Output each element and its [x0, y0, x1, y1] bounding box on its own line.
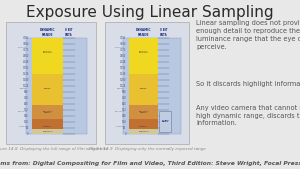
Text: Figure 14-8  Displaying the full range of film with 8 bits: Figure 14-8 Displaying the full range of… [0, 147, 108, 151]
Bar [129, 38, 158, 74]
Text: shadow: shadow [139, 126, 148, 127]
Bar [159, 111, 172, 132]
Text: 2048: 2048 [120, 60, 126, 64]
Text: 8 BIT
DATA: 8 BIT DATA [162, 120, 169, 123]
Text: 1536: 1536 [22, 72, 29, 76]
Text: 8 BIT
DATA: 8 BIT DATA [65, 28, 73, 37]
Text: 128: 128 [122, 120, 126, 124]
Text: DYNAMIC
RANGE: DYNAMIC RANGE [136, 28, 151, 37]
Text: So it discards highlight information.: So it discards highlight information. [196, 81, 300, 87]
Text: highlight: highlight [115, 111, 124, 112]
Text: 64: 64 [26, 126, 29, 130]
Text: specular: specular [18, 47, 27, 48]
Text: 640: 640 [122, 102, 126, 106]
Text: 64: 64 [123, 126, 126, 130]
Text: 1792: 1792 [22, 66, 29, 70]
Text: highlight: highlight [17, 111, 27, 112]
Text: 1024: 1024 [120, 84, 126, 88]
Text: 768: 768 [24, 96, 29, 100]
Text: 1024: 1024 [22, 84, 29, 88]
Bar [32, 38, 62, 74]
Text: 640: 640 [24, 102, 29, 106]
Text: 896: 896 [122, 90, 126, 94]
Text: white ref: white ref [43, 131, 52, 132]
Text: 4096: 4096 [23, 36, 29, 40]
Text: Diagrams from: Digital Compositing for Film and Video, Third Edition: Steve Wrig: Diagrams from: Digital Compositing for F… [0, 161, 300, 166]
Bar [129, 129, 158, 134]
Text: 256: 256 [24, 114, 29, 118]
Text: Figure 14-9  Displaying only the normally exposed range: Figure 14-9 Displaying only the normally… [88, 147, 206, 151]
Bar [6, 22, 96, 144]
Text: 1792: 1792 [120, 66, 126, 70]
Bar [32, 118, 62, 129]
Bar [32, 105, 62, 118]
Text: diffuse: diffuse [20, 88, 27, 89]
Text: Linear sampling does not provide
enough detail to reproduce the
luminance range : Linear sampling does not provide enough … [196, 20, 300, 50]
Text: 8 BIT
DATA: 8 BIT DATA [160, 28, 167, 37]
Text: diffuse: diffuse [140, 88, 147, 89]
Text: 3584: 3584 [120, 42, 126, 46]
Text: 3584: 3584 [22, 42, 29, 46]
Text: highlight
bubble: highlight bubble [139, 111, 148, 113]
Text: 512: 512 [24, 108, 29, 112]
Text: Any video camera that cannot shoot in
high dynamic range, discards this
informat: Any video camera that cannot shoot in hi… [196, 105, 300, 126]
Text: diffuse: diffuse [44, 88, 51, 89]
Text: 1536: 1536 [120, 72, 126, 76]
Text: 1280: 1280 [22, 78, 29, 82]
Text: shadow: shadow [116, 126, 124, 127]
Text: 3072: 3072 [120, 48, 126, 52]
Text: DYNAMIC
RANGE: DYNAMIC RANGE [40, 28, 55, 37]
Text: highlight
bubble: highlight bubble [42, 111, 52, 113]
Bar [32, 74, 62, 105]
Bar [124, 38, 181, 134]
Text: specular
highlight: specular highlight [139, 51, 148, 53]
Text: 2560: 2560 [22, 54, 29, 58]
Bar [32, 129, 62, 134]
Text: 512: 512 [122, 108, 126, 112]
Text: 4096: 4096 [120, 36, 126, 40]
Bar [105, 22, 189, 144]
Bar [129, 74, 158, 105]
Bar [129, 118, 158, 129]
Text: shadow: shadow [19, 126, 27, 127]
Text: 3072: 3072 [22, 48, 29, 52]
Text: 0: 0 [27, 132, 29, 136]
Text: 768: 768 [122, 96, 126, 100]
Text: 128: 128 [24, 120, 29, 124]
Text: 1280: 1280 [120, 78, 126, 82]
Text: 2560: 2560 [120, 54, 126, 58]
Text: 256: 256 [122, 114, 126, 118]
Text: diffuse: diffuse [117, 88, 124, 89]
Text: specular
highlight: specular highlight [42, 51, 52, 53]
Bar [26, 38, 87, 134]
Text: white ref: white ref [139, 131, 148, 132]
Text: shadow: shadow [43, 126, 52, 127]
Bar [129, 105, 158, 118]
Text: 2048: 2048 [22, 60, 29, 64]
Text: specular: specular [115, 47, 124, 48]
Text: 0: 0 [125, 132, 126, 136]
Text: 896: 896 [24, 90, 29, 94]
Text: Exposure Using Linear Sampling: Exposure Using Linear Sampling [26, 5, 274, 20]
